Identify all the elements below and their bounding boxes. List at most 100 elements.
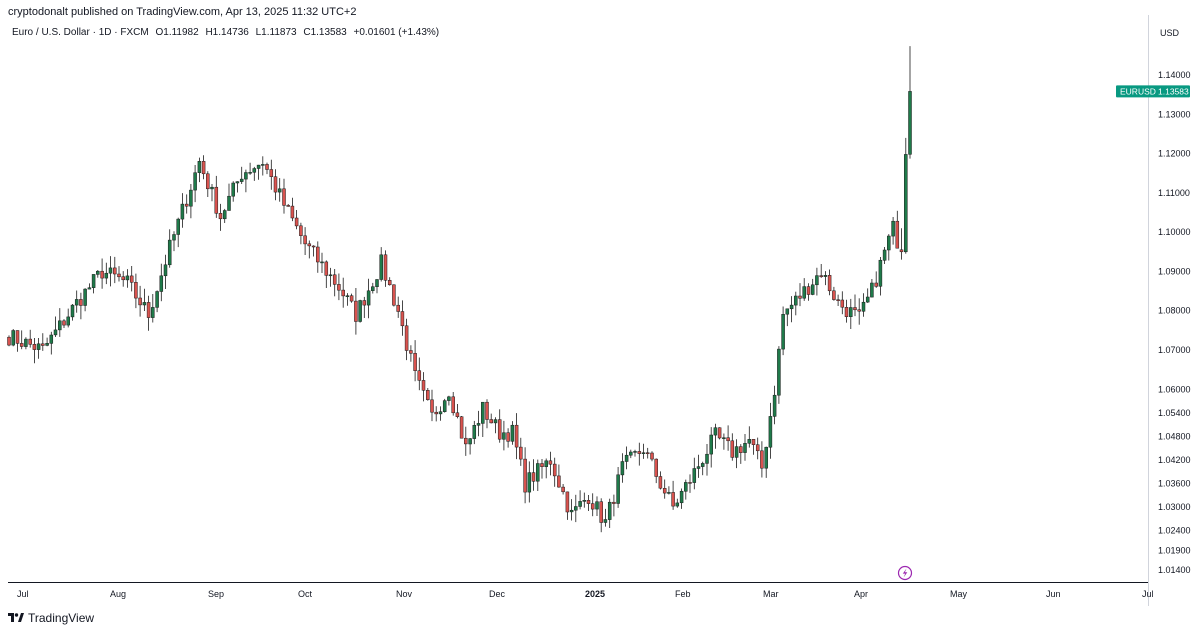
candle-body xyxy=(421,380,426,391)
candle-body xyxy=(341,289,345,297)
candle xyxy=(726,425,730,451)
candle-body xyxy=(316,246,320,263)
candle-body xyxy=(540,463,544,467)
candle xyxy=(400,300,405,336)
candle-body xyxy=(409,350,413,354)
candle xyxy=(810,278,815,296)
candle xyxy=(832,286,836,301)
candle xyxy=(87,283,92,290)
candle xyxy=(197,157,202,183)
candle-body xyxy=(345,295,350,297)
candle xyxy=(641,443,646,459)
candle-body xyxy=(248,172,252,174)
candle-body xyxy=(442,400,447,412)
candle xyxy=(476,410,481,437)
candle xyxy=(117,266,121,282)
candle xyxy=(709,427,713,468)
candle-body xyxy=(146,302,151,318)
candle xyxy=(857,298,861,325)
candle-body xyxy=(337,284,341,291)
candle xyxy=(337,273,341,301)
candle-body xyxy=(561,486,565,493)
lightning-icon[interactable] xyxy=(897,565,913,581)
candle xyxy=(658,471,663,490)
candle xyxy=(91,274,96,294)
candle-body xyxy=(125,275,130,281)
candle-body xyxy=(447,396,451,401)
legend-symbol[interactable]: Euro / U.S. Dollar · 1D · FXCM xyxy=(12,27,149,38)
candle xyxy=(527,461,532,503)
candle xyxy=(552,457,557,487)
candle-body xyxy=(96,270,100,275)
candle-body xyxy=(108,267,113,274)
candle-body xyxy=(629,451,633,456)
time-tick-label: Mar xyxy=(763,589,779,599)
price-tick-label: 1.02400 xyxy=(1158,526,1191,536)
candle-body xyxy=(49,334,54,344)
candle xyxy=(438,406,443,421)
candle xyxy=(764,446,768,478)
candle xyxy=(7,335,11,347)
candle xyxy=(121,271,125,287)
candle xyxy=(125,269,130,288)
candle xyxy=(887,234,891,261)
candle xyxy=(620,453,625,483)
candle-body xyxy=(865,296,870,303)
candle xyxy=(163,254,168,289)
candle-body xyxy=(899,249,904,253)
candle-body xyxy=(743,443,747,453)
candle-body xyxy=(849,307,853,317)
candle-body xyxy=(722,437,726,439)
price-tick-label: 1.03600 xyxy=(1158,479,1191,489)
candle-body xyxy=(91,274,96,288)
candle xyxy=(142,288,147,311)
candle xyxy=(506,428,510,448)
candle xyxy=(282,178,286,214)
price-tick-label: 1.11000 xyxy=(1158,188,1190,198)
candle-body xyxy=(548,460,553,465)
candle-body xyxy=(36,343,41,350)
candle-body xyxy=(45,343,49,346)
candle xyxy=(58,308,62,337)
candle xyxy=(688,474,692,493)
candle xyxy=(586,495,591,511)
candle-body xyxy=(222,210,227,220)
candle xyxy=(392,284,396,307)
candle xyxy=(624,446,629,470)
candle xyxy=(908,46,912,159)
tradingview-brand[interactable]: TradingView xyxy=(8,611,94,625)
candle-body xyxy=(476,423,481,426)
candle-body xyxy=(574,506,578,511)
candle xyxy=(358,299,362,323)
candle xyxy=(700,461,705,476)
candle xyxy=(827,269,832,296)
candle xyxy=(53,316,58,337)
price-tick-label: 1.03000 xyxy=(1158,502,1191,512)
candle-body xyxy=(895,220,900,249)
candle xyxy=(794,291,798,316)
candle-body xyxy=(383,254,388,281)
candle xyxy=(108,256,113,287)
candle-body xyxy=(679,490,684,504)
candle xyxy=(768,402,773,459)
candle xyxy=(798,283,802,307)
candle xyxy=(574,494,578,523)
candle-body xyxy=(41,343,45,346)
candle xyxy=(861,293,866,317)
candle xyxy=(815,267,819,296)
candle xyxy=(206,171,210,197)
candle-body xyxy=(290,205,295,219)
candle xyxy=(231,181,235,202)
candle-body xyxy=(819,275,823,277)
candle-body xyxy=(734,446,739,458)
candle-body xyxy=(667,492,671,494)
time-tick-label: Jul xyxy=(1142,589,1154,599)
candle xyxy=(557,464,561,488)
candle xyxy=(286,204,290,207)
price-axis-unit: USD xyxy=(1160,28,1180,38)
candle xyxy=(426,388,430,401)
candle-body xyxy=(231,182,235,197)
candle xyxy=(45,337,49,347)
candle-body xyxy=(366,290,371,306)
